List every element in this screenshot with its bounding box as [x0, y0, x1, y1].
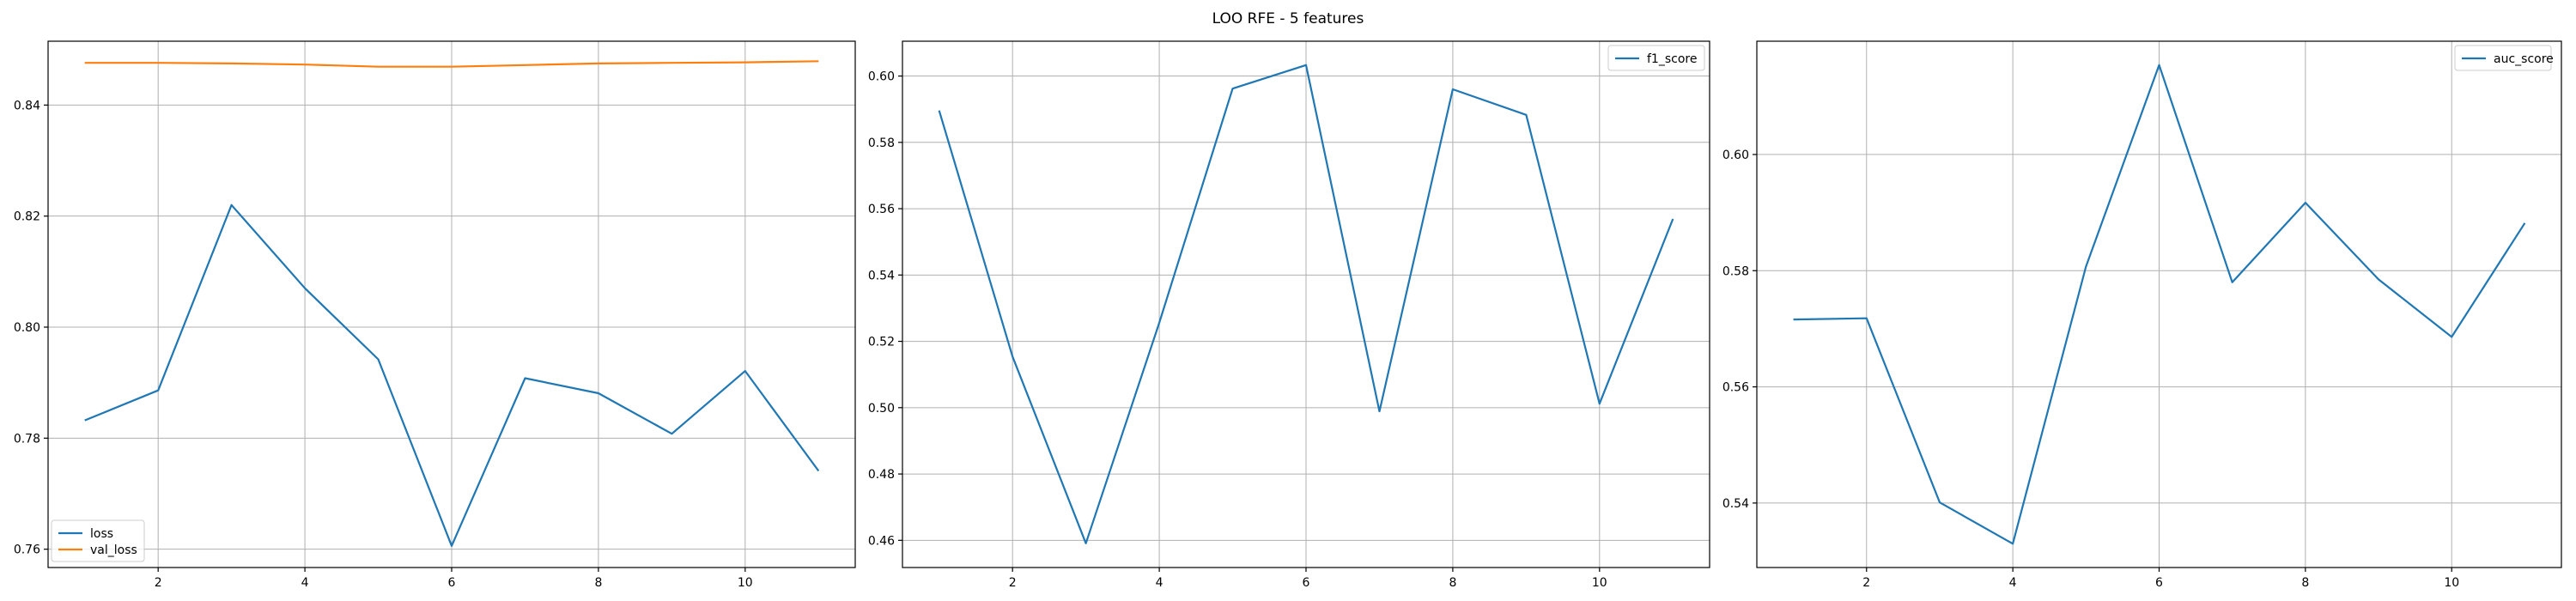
x-tick-label: 6: [1303, 576, 1310, 590]
legend-box: [2454, 45, 2552, 71]
legend: loss val_loss: [51, 519, 145, 562]
x-tick-label: 8: [2301, 576, 2309, 590]
x-tick-label: 8: [1449, 576, 1456, 590]
legend-label-loss: loss: [90, 527, 113, 541]
subplots-group: 2 4 6 8 10 0.76 0.78 0.80 0.82 0.84 loss val_loss 2 4…: [14, 40, 2562, 590]
x-tick-label: 8: [594, 576, 602, 590]
y-tick-label: 0.58: [868, 137, 895, 150]
series-line-val_loss: [84, 60, 819, 68]
y-tick-label: 0.56: [1722, 381, 1749, 395]
x-tick-label: 2: [1009, 576, 1017, 590]
subplot-3: 2 4 6 8 10 0.54 0.56 0.58 0.60 auc_score: [1722, 40, 2562, 590]
legend: f1_score: [1607, 45, 1705, 71]
y-tick-label: 0.56: [868, 203, 895, 216]
y-tick-label: 0.82: [14, 210, 40, 224]
x-tick-label: 6: [2155, 576, 2163, 590]
legend-label-val_loss: val_loss: [90, 543, 137, 557]
series-line-auc_score: [1793, 64, 2526, 545]
y-tick-label: 0.76: [14, 543, 40, 557]
legend: auc_score: [2454, 45, 2554, 71]
series-line-loss: [84, 203, 820, 547]
series-line-f1_score: [938, 64, 1674, 544]
subplot-1: 2 4 6 8 10 0.76 0.78 0.80 0.82 0.84 loss val_loss: [14, 40, 856, 590]
y-tick-label: 0.46: [868, 534, 895, 548]
y-tick-label: 0.48: [868, 468, 895, 482]
x-tick-label: 4: [1156, 576, 1163, 590]
y-tick-label: 0.60: [1722, 149, 1749, 162]
x-tick-label: 2: [155, 576, 162, 590]
y-tick-label: 0.54: [868, 269, 895, 282]
x-tick-label: 10: [2444, 576, 2459, 590]
y-tick-label: 0.60: [868, 70, 895, 84]
legend-label-f1_score: f1_score: [1647, 52, 1697, 66]
y-tick-label: 0.50: [868, 402, 895, 416]
x-tick-label: 10: [1592, 576, 1607, 590]
figure-suptitle: LOO RFE - 5 features: [1212, 10, 1364, 27]
x-tick-label: 4: [301, 576, 309, 590]
y-tick-label: 0.54: [1722, 497, 1749, 511]
x-tick-label: 10: [738, 576, 753, 590]
x-tick-label: 6: [448, 576, 456, 590]
legend-box: [1607, 45, 1705, 71]
y-tick-label: 0.58: [1722, 264, 1749, 278]
x-tick-label: 4: [2009, 576, 2017, 590]
subplot-2: 2 4 6 8 10 0.46 0.48 0.50 0.52 0.54 0.56 0.58 0.60 f1…: [868, 40, 1710, 590]
y-tick-label: 0.52: [868, 336, 895, 349]
legend-label-auc_score: auc_score: [2494, 52, 2554, 66]
y-tick-label: 0.78: [14, 432, 40, 446]
y-tick-label: 0.80: [14, 321, 40, 335]
x-tick-label: 2: [1862, 576, 1870, 590]
y-tick-label: 0.84: [14, 99, 40, 112]
legend-box: [51, 519, 145, 562]
